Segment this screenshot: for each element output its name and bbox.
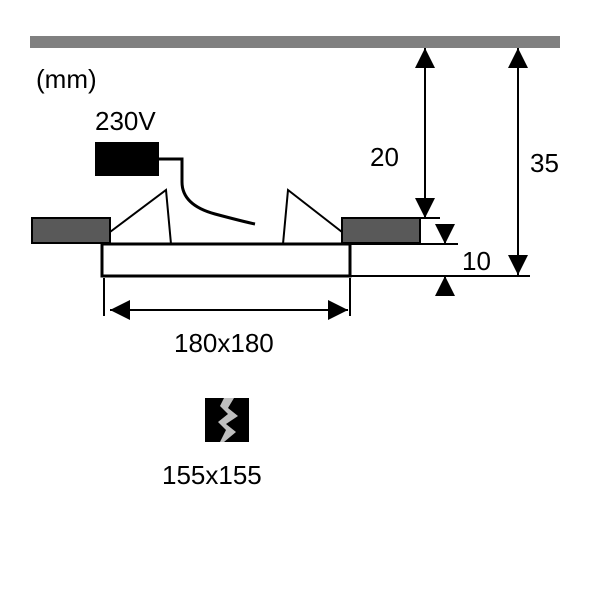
- bracket-left: [32, 218, 110, 243]
- dim-10-label: 10: [462, 246, 491, 276]
- dim-cutout-label: 155x155: [162, 460, 262, 490]
- wire-path: [159, 159, 255, 224]
- units-label: (mm): [36, 64, 97, 94]
- voltage-label: 230V: [95, 106, 156, 136]
- bracket-right: [342, 218, 420, 243]
- dim-35-label: 35: [530, 148, 559, 178]
- saw-cutout-icon: [205, 398, 249, 442]
- clip-right: [283, 190, 342, 244]
- ceiling-bar: [30, 36, 560, 48]
- panel-body: [102, 244, 350, 276]
- clip-left: [110, 190, 171, 244]
- dim-20-label: 20: [370, 142, 399, 172]
- plug-icon: [95, 142, 159, 176]
- dim-panel-label: 180x180: [174, 328, 274, 358]
